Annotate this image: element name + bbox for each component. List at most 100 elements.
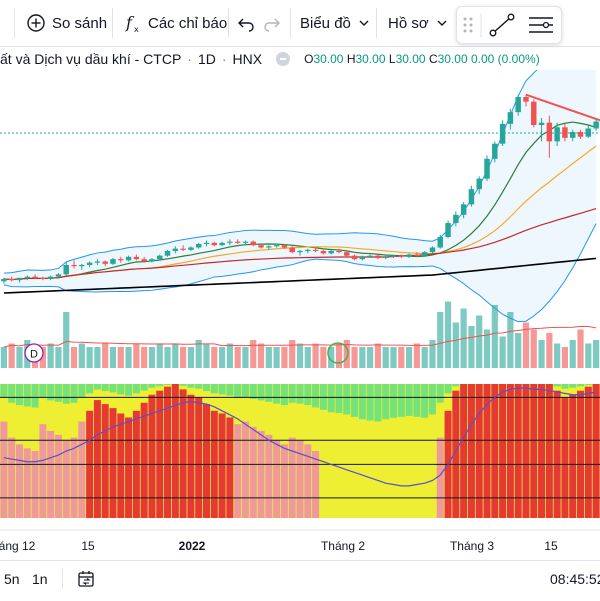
oscillator-low-bar bbox=[70, 384, 78, 403]
oscillator-bar bbox=[273, 440, 281, 518]
ma-200-line bbox=[3, 257, 597, 294]
oscillator-low-bar bbox=[312, 384, 320, 408]
date-range-button[interactable] bbox=[76, 561, 96, 597]
chevron-down-icon bbox=[359, 20, 369, 26]
oscillator-low-bar bbox=[288, 384, 296, 403]
volume-bar bbox=[70, 347, 78, 368]
candle-body bbox=[445, 223, 451, 237]
oscillator-bar bbox=[358, 484, 366, 518]
volume-bar bbox=[102, 343, 109, 368]
drag-handle-icon[interactable] bbox=[463, 17, 473, 33]
time-axis-label: Tháng 3 bbox=[450, 539, 494, 553]
candle bbox=[63, 262, 69, 276]
chart-canvas[interactable]: D Tháng 12 15 2022 Tháng 2 Tháng 3 15 bbox=[0, 70, 600, 560]
candle bbox=[195, 242, 202, 249]
oscillator-low-bar bbox=[273, 384, 281, 404]
volume-bar bbox=[507, 312, 514, 368]
candle bbox=[219, 241, 225, 247]
oscillator-low-bar bbox=[23, 384, 31, 407]
candle-body bbox=[476, 178, 482, 190]
oscillator-bar bbox=[241, 421, 249, 518]
candle bbox=[266, 245, 272, 250]
oscillator-bar bbox=[522, 384, 530, 518]
oscillator-bar bbox=[54, 434, 62, 518]
candle bbox=[468, 185, 475, 207]
clock-readout[interactable]: 08:45:52 bbox=[550, 561, 600, 597]
profile-button[interactable]: Hồ sơ bbox=[388, 0, 449, 46]
volume-bar bbox=[281, 347, 288, 368]
oscillator-bar bbox=[366, 488, 374, 518]
candle bbox=[351, 254, 358, 261]
market-status-icon[interactable] bbox=[276, 52, 291, 66]
candle bbox=[102, 260, 108, 267]
oscillator-bar bbox=[265, 434, 273, 518]
legend-dot: · bbox=[221, 51, 227, 67]
candle bbox=[258, 244, 264, 249]
symbol-search-edge[interactable] bbox=[0, 0, 10, 46]
volume-bar bbox=[444, 301, 452, 368]
oscillator-low-bar bbox=[148, 384, 156, 388]
interval-label[interactable]: 1D bbox=[197, 51, 216, 67]
oscillator-bar bbox=[280, 444, 288, 518]
candle-body bbox=[312, 249, 319, 251]
candle bbox=[234, 239, 241, 244]
oscillator-bar bbox=[202, 404, 210, 518]
open-label: O bbox=[304, 52, 314, 66]
candle bbox=[367, 254, 373, 258]
candle-body bbox=[406, 254, 412, 257]
symbol-title[interactable]: ất và Dịch vụ dầu khí - CTCP bbox=[0, 51, 182, 67]
oscillator-bar bbox=[171, 384, 179, 518]
oscillator-low-bar bbox=[319, 384, 327, 410]
oscillator-bar bbox=[140, 402, 148, 518]
oscillator-bar bbox=[460, 384, 468, 518]
oscillator-low-bar bbox=[86, 384, 94, 394]
trend-line-icon[interactable] bbox=[489, 13, 515, 37]
candle bbox=[570, 129, 576, 142]
range-1m-label: 1n bbox=[32, 571, 48, 587]
oscillator-low-bar bbox=[164, 384, 172, 385]
oscillator-low-bar bbox=[62, 384, 70, 404]
candle bbox=[250, 240, 256, 247]
volume-bar bbox=[164, 347, 171, 368]
oscillator-low-bar bbox=[210, 384, 218, 394]
redo-button[interactable] bbox=[262, 0, 282, 46]
candle bbox=[398, 254, 405, 258]
oscillator-low-bar bbox=[78, 384, 86, 398]
candle-body bbox=[234, 241, 241, 243]
compare-button[interactable]: So sánh bbox=[26, 0, 107, 46]
candle-body bbox=[211, 242, 218, 246]
candle bbox=[328, 249, 334, 255]
oscillator-bar bbox=[47, 430, 55, 518]
candle-body bbox=[453, 214, 459, 223]
chart-type-button[interactable]: Biểu đồ bbox=[300, 0, 371, 46]
undo-button[interactable] bbox=[236, 0, 256, 46]
toolbar-divider bbox=[290, 8, 291, 38]
function-icon: f x bbox=[125, 13, 139, 34]
volume-bar bbox=[538, 340, 545, 368]
oscillator-low-bar bbox=[304, 384, 312, 406]
volume-bar bbox=[546, 333, 553, 368]
compare-label: So sánh bbox=[52, 14, 108, 32]
candle-body bbox=[195, 244, 202, 248]
candle bbox=[8, 276, 15, 282]
settings-lines-icon[interactable] bbox=[529, 17, 553, 33]
bollinger-fill bbox=[3, 70, 597, 322]
ma-long-line bbox=[3, 207, 597, 281]
candle-body bbox=[297, 251, 303, 253]
candle-body bbox=[219, 242, 225, 246]
oscillator-low-bar bbox=[187, 384, 195, 388]
toolbar-divider bbox=[112, 8, 113, 38]
oscillator-bar bbox=[62, 440, 70, 518]
candle bbox=[133, 254, 140, 261]
oscillator-low-bar bbox=[397, 384, 405, 417]
candle bbox=[523, 94, 529, 107]
oscillator-bar bbox=[561, 397, 569, 518]
range-1m-button[interactable]: 1n bbox=[32, 561, 48, 597]
range-5d-button[interactable]: 5n bbox=[4, 561, 20, 597]
oscillator-low-bar bbox=[584, 384, 592, 385]
candle bbox=[305, 248, 311, 254]
candle-body bbox=[250, 241, 256, 246]
indicators-button[interactable]: f x Các chỉ báo bbox=[124, 0, 227, 46]
candle-body bbox=[421, 252, 428, 256]
oscillator-bar bbox=[218, 413, 226, 518]
